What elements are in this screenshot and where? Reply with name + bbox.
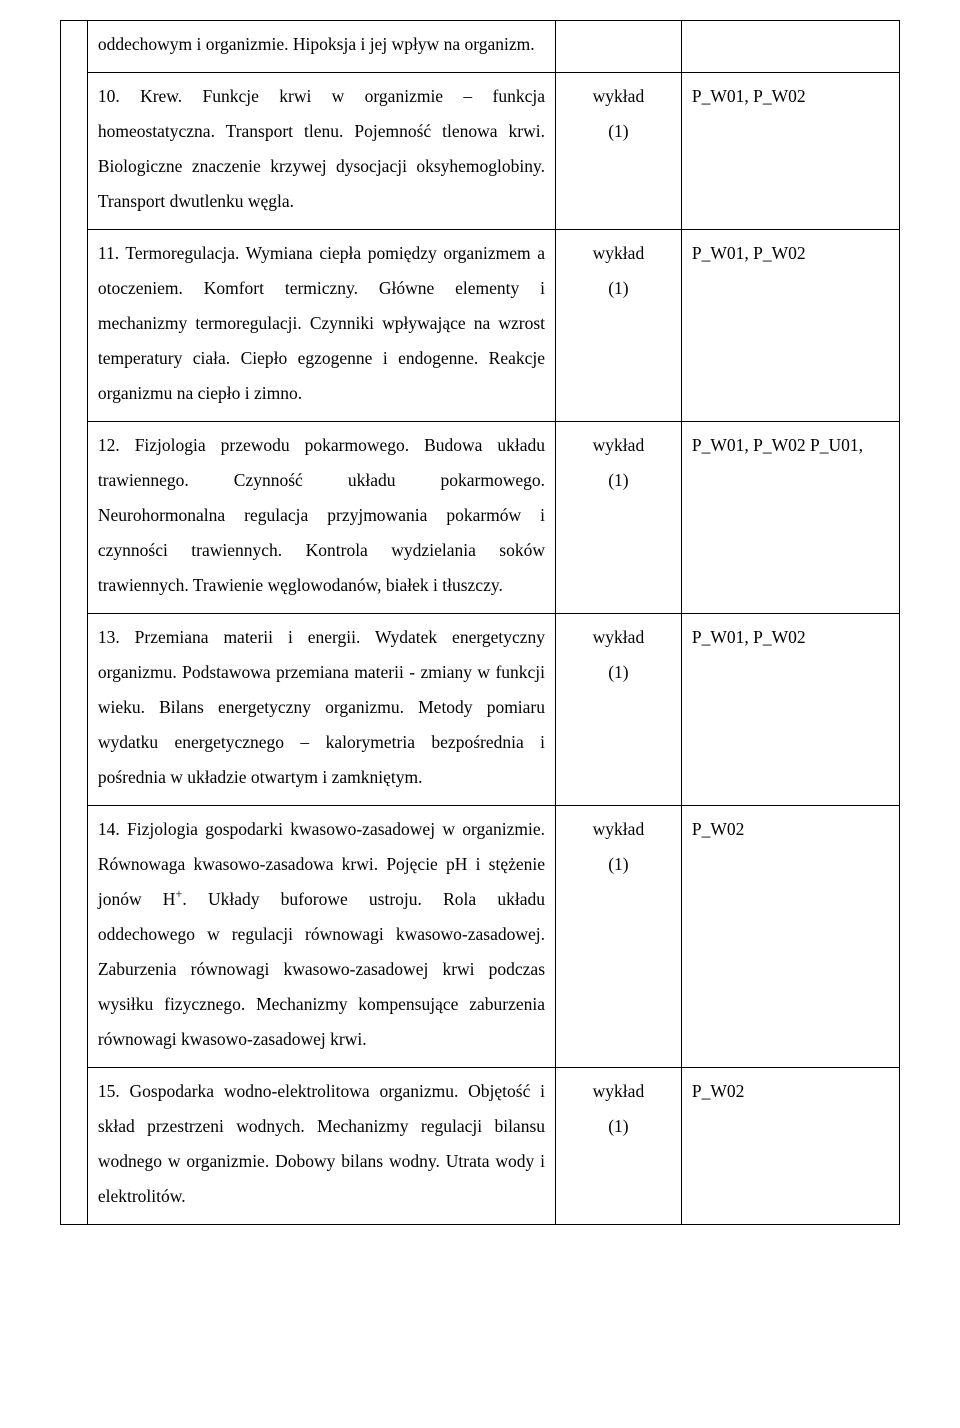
method-line1: wykład: [593, 627, 645, 647]
table-row: 15. Gospodarka wodno-elektrolitowa organ…: [61, 1068, 900, 1225]
description-cell: 14. Fizjologia gospodarki kwasowo-zasado…: [87, 806, 555, 1068]
row-number-cell: [61, 21, 88, 1225]
method-cell: wykład (1): [556, 73, 682, 230]
table-row: 10. Krew. Funkcje krwi w organizmie – fu…: [61, 73, 900, 230]
description-cell: 10. Krew. Funkcje krwi w organizmie – fu…: [87, 73, 555, 230]
method-line2: (1): [608, 278, 628, 298]
method-line2: (1): [608, 1116, 628, 1136]
syllabus-table: oddechowym i organizmie. Hipoksja i jej …: [60, 20, 900, 1225]
page-container: oddechowym i organizmie. Hipoksja i jej …: [0, 0, 960, 1295]
description-cell: 13. Przemiana materii i energii. Wydatek…: [87, 614, 555, 806]
method-line1: wykład: [593, 819, 645, 839]
method-line1: wykład: [593, 86, 645, 106]
description-cell: 12. Fizjologia przewodu pokarmowego. Bud…: [87, 422, 555, 614]
method-cell: wykład (1): [556, 614, 682, 806]
outcome-cell: [681, 21, 899, 73]
method-line2: (1): [608, 662, 628, 682]
table-row: 14. Fizjologia gospodarki kwasowo-zasado…: [61, 806, 900, 1068]
method-cell: wykład (1): [556, 806, 682, 1068]
outcome-cell: P_W02: [681, 1068, 899, 1225]
outcome-cell: P_W01, P_W02: [681, 73, 899, 230]
description-cell: 11. Termoregulacja. Wymiana ciepła pomię…: [87, 230, 555, 422]
outcome-cell: P_W01, P_W02: [681, 230, 899, 422]
outcome-cell: P_W01, P_W02: [681, 614, 899, 806]
table-row: 13. Przemiana materii i energii. Wydatek…: [61, 614, 900, 806]
method-line2: (1): [608, 854, 628, 874]
method-line2: (1): [608, 470, 628, 490]
method-cell: [556, 21, 682, 73]
table-row: 11. Termoregulacja. Wymiana ciepła pomię…: [61, 230, 900, 422]
method-cell: wykład (1): [556, 1068, 682, 1225]
outcome-cell: P_W01, P_W02 P_U01,: [681, 422, 899, 614]
method-line2: (1): [608, 121, 628, 141]
method-line1: wykład: [593, 1081, 645, 1101]
method-line1: wykład: [593, 435, 645, 455]
description-cell: 15. Gospodarka wodno-elektrolitowa organ…: [87, 1068, 555, 1225]
table-row: oddechowym i organizmie. Hipoksja i jej …: [61, 21, 900, 73]
method-line1: wykład: [593, 243, 645, 263]
method-cell: wykład (1): [556, 230, 682, 422]
method-cell: wykład (1): [556, 422, 682, 614]
description-cell: oddechowym i organizmie. Hipoksja i jej …: [87, 21, 555, 73]
table-row: 12. Fizjologia przewodu pokarmowego. Bud…: [61, 422, 900, 614]
outcome-cell: P_W02: [681, 806, 899, 1068]
